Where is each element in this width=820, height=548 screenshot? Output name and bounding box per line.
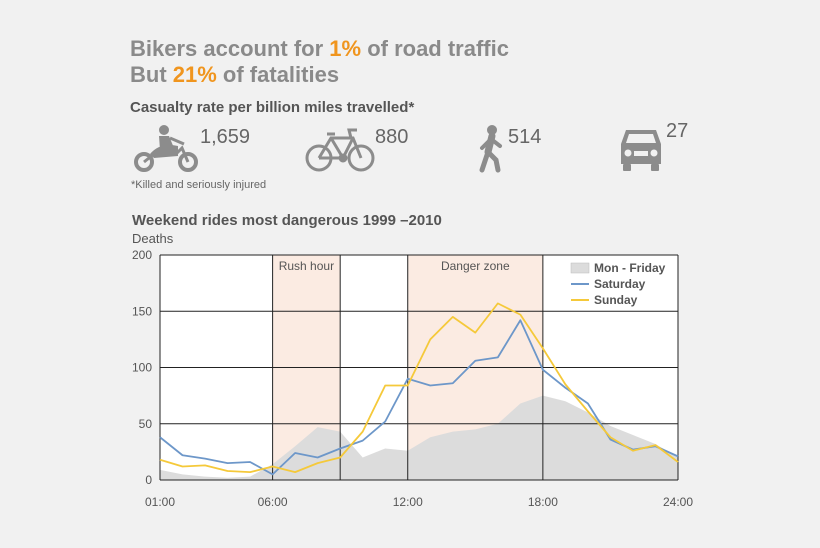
chart-title: Weekend rides most dangerous 1999 –2010 [132,212,442,229]
y-tick-label: 100 [132,361,152,375]
headline-text: But [130,62,173,87]
pedestrian-icon [479,125,502,173]
bicycle-icon [305,128,375,172]
x-tick-label: 06:00 [258,495,288,509]
headline-text: of road traffic [361,36,509,61]
motorcycle-icon [134,125,198,172]
x-tick-label: 12:00 [393,495,423,509]
casualty-subtitle: Casualty rate per billion miles travelle… [130,99,415,116]
headline-highlight: 1% [329,36,362,61]
legend-label: Sunday [594,293,638,307]
footnote: *Killed and seriously injured [131,179,267,191]
stat-value-car: 27 [666,120,689,142]
legend-swatch [570,262,590,274]
stat-value-pedestrian: 514 [508,126,542,148]
series-line-saturday [159,319,679,476]
headline-text: of fatalities [216,62,340,87]
series-line-sunday [159,302,679,474]
y-axis-label: Deaths [132,231,174,246]
headline-highlight: 21% [172,62,217,87]
x-tick-label: 01:00 [145,495,175,509]
y-tick-label: 200 [132,248,152,262]
y-tick-label: 50 [139,417,153,431]
headline-line-1: Bikers account for 1% of road traffic [130,36,509,62]
zone-label: Rush hour [279,259,334,273]
x-tick-label: 18:00 [528,495,558,509]
headline: Bikers account for 1% of road traffic Bu… [130,36,509,88]
car-icon [621,130,661,171]
stat-value-bicycle: 880 [375,126,409,148]
legend-label: Mon - Friday [594,261,666,275]
legend-label: Saturday [594,277,646,291]
y-tick-label: 150 [132,304,152,318]
zone-label: Danger zone [441,259,510,273]
x-tick-label: 24:00 [663,495,693,509]
headline-text: Bikers account for [130,36,330,61]
y-tick-label: 0 [145,473,152,487]
stat-value-motorcycle: 1,659 [200,126,251,148]
headline-line-2: But 21% of fatalities [130,62,509,88]
